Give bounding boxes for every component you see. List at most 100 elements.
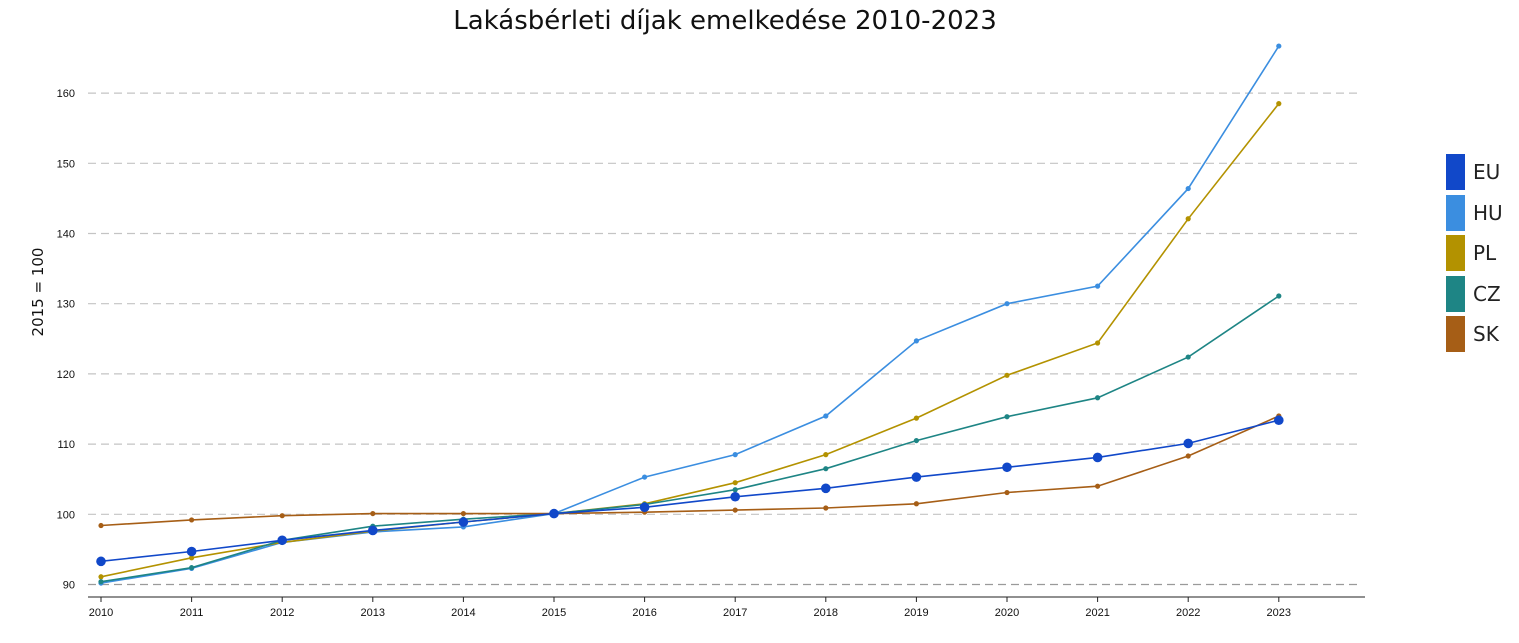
chart-title: Lakásbérleti díjak emelkedése 2010-2023 bbox=[453, 6, 997, 36]
tick-labels: 90 100 110 120 130 140 150 160 2010 2011 2012 2013 2… bbox=[57, 88, 1291, 619]
data-point-cz bbox=[1004, 414, 1010, 420]
data-point-eu bbox=[368, 525, 378, 536]
legend: EU HU PL CZ SK bbox=[1446, 152, 1503, 355]
series-line-eu bbox=[100, 419, 1279, 563]
series-lines bbox=[100, 45, 1280, 584]
data-point-pl bbox=[732, 480, 738, 486]
data-point-eu bbox=[549, 508, 559, 519]
y-tick-label: 140 bbox=[57, 229, 75, 241]
x-tick-label: 2022 bbox=[1176, 607, 1200, 619]
y-tick-label: 110 bbox=[57, 439, 75, 451]
legend-label: SK bbox=[1473, 322, 1499, 347]
legend-swatch bbox=[1446, 235, 1465, 272]
x-tick-label: 2023 bbox=[1267, 607, 1291, 619]
data-point-sk bbox=[1004, 489, 1010, 496]
legend-item-pl: PL bbox=[1446, 233, 1503, 274]
data-point-pl bbox=[98, 574, 104, 580]
data-point-eu bbox=[1274, 415, 1284, 426]
data-point-eu bbox=[821, 483, 831, 494]
data-point-hu bbox=[1004, 301, 1010, 307]
x-tick-label: 2017 bbox=[723, 607, 747, 619]
data-point-pl bbox=[189, 555, 195, 561]
data-point-sk bbox=[189, 517, 195, 523]
legend-swatch bbox=[1446, 275, 1465, 312]
x-tick-label: 2013 bbox=[361, 607, 385, 619]
data-point-cz bbox=[732, 487, 738, 493]
data-point-eu bbox=[1092, 452, 1103, 463]
data-point-eu bbox=[730, 491, 740, 502]
data-point-cz bbox=[823, 466, 829, 472]
data-point-cz bbox=[913, 437, 920, 444]
data-point-cz bbox=[98, 579, 104, 585]
data-point-hu bbox=[913, 338, 920, 344]
data-point-eu bbox=[1002, 462, 1012, 473]
legend-label: HU bbox=[1473, 200, 1503, 225]
legend-label: EU bbox=[1473, 160, 1501, 185]
x-tick-label: 2011 bbox=[180, 607, 204, 619]
y-tick-label: 90 bbox=[63, 580, 75, 592]
series-points bbox=[96, 43, 1284, 586]
legend-item-cz: CZ bbox=[1446, 274, 1503, 315]
data-point-sk bbox=[1095, 483, 1101, 489]
legend-label: PL bbox=[1473, 241, 1497, 266]
y-tick-label: 100 bbox=[57, 509, 75, 521]
x-tick-label: 2012 bbox=[270, 607, 294, 619]
legend-swatch bbox=[1446, 316, 1465, 353]
y-tick-label: 130 bbox=[57, 299, 75, 311]
data-point-cz bbox=[1185, 354, 1191, 360]
data-point-cz bbox=[1095, 395, 1101, 401]
data-point-sk bbox=[913, 501, 920, 507]
legend-item-eu: EU bbox=[1446, 152, 1503, 193]
data-point-eu bbox=[458, 517, 469, 527]
x-tick-label: 2020 bbox=[995, 607, 1019, 619]
y-tick-label: 160 bbox=[57, 88, 75, 100]
gridlines bbox=[88, 92, 1362, 586]
data-point-pl bbox=[823, 452, 829, 458]
series-line-pl bbox=[100, 103, 1280, 578]
legend-label: CZ bbox=[1473, 281, 1501, 306]
x-tick-label: 2010 bbox=[89, 607, 113, 619]
data-point-sk bbox=[1185, 453, 1191, 459]
y-tick-label: 150 bbox=[57, 158, 75, 170]
y-axis-label: 2015 = 100 bbox=[29, 248, 47, 337]
data-point-eu bbox=[911, 472, 922, 482]
line-chart: 90 100 110 120 130 140 150 160 2010 2011 2012 2013 2… bbox=[29, 43, 1365, 619]
data-point-pl bbox=[1095, 340, 1101, 346]
x-tick-label: 2014 bbox=[451, 607, 475, 619]
data-point-eu bbox=[1183, 438, 1193, 449]
data-point-sk bbox=[460, 510, 466, 517]
data-point-pl bbox=[1185, 216, 1191, 222]
x-tick-label: 2019 bbox=[904, 607, 928, 619]
data-point-eu bbox=[96, 556, 106, 567]
legend-item-hu: HU bbox=[1446, 193, 1503, 234]
data-point-eu bbox=[277, 535, 288, 546]
axes bbox=[88, 596, 1365, 602]
data-point-sk bbox=[823, 505, 829, 511]
data-point-hu bbox=[642, 474, 648, 480]
legend-swatch bbox=[1446, 154, 1465, 191]
data-point-pl bbox=[1004, 372, 1010, 378]
series-line-sk bbox=[100, 415, 1280, 527]
x-tick-label: 2015 bbox=[542, 607, 566, 619]
data-point-eu bbox=[639, 502, 650, 513]
x-tick-label: 2016 bbox=[632, 607, 656, 619]
data-point-hu bbox=[732, 452, 738, 458]
data-point-pl bbox=[913, 415, 920, 421]
data-point-sk bbox=[279, 513, 285, 519]
data-point-pl bbox=[1276, 101, 1282, 107]
data-point-sk bbox=[98, 522, 104, 529]
x-tick-label: 2018 bbox=[814, 607, 838, 619]
data-point-cz bbox=[1276, 293, 1282, 299]
data-point-hu bbox=[1185, 185, 1191, 192]
data-point-sk bbox=[732, 507, 738, 513]
legend-item-sk: SK bbox=[1446, 314, 1503, 355]
data-point-sk bbox=[370, 510, 376, 517]
data-point-hu bbox=[823, 413, 829, 419]
data-point-hu bbox=[1095, 283, 1101, 289]
y-tick-label: 120 bbox=[57, 369, 75, 381]
data-point-eu bbox=[186, 546, 197, 557]
x-tick-label: 2021 bbox=[1085, 607, 1109, 619]
legend-swatch bbox=[1446, 194, 1465, 231]
data-point-cz bbox=[189, 565, 195, 571]
data-point-hu bbox=[1276, 43, 1282, 49]
